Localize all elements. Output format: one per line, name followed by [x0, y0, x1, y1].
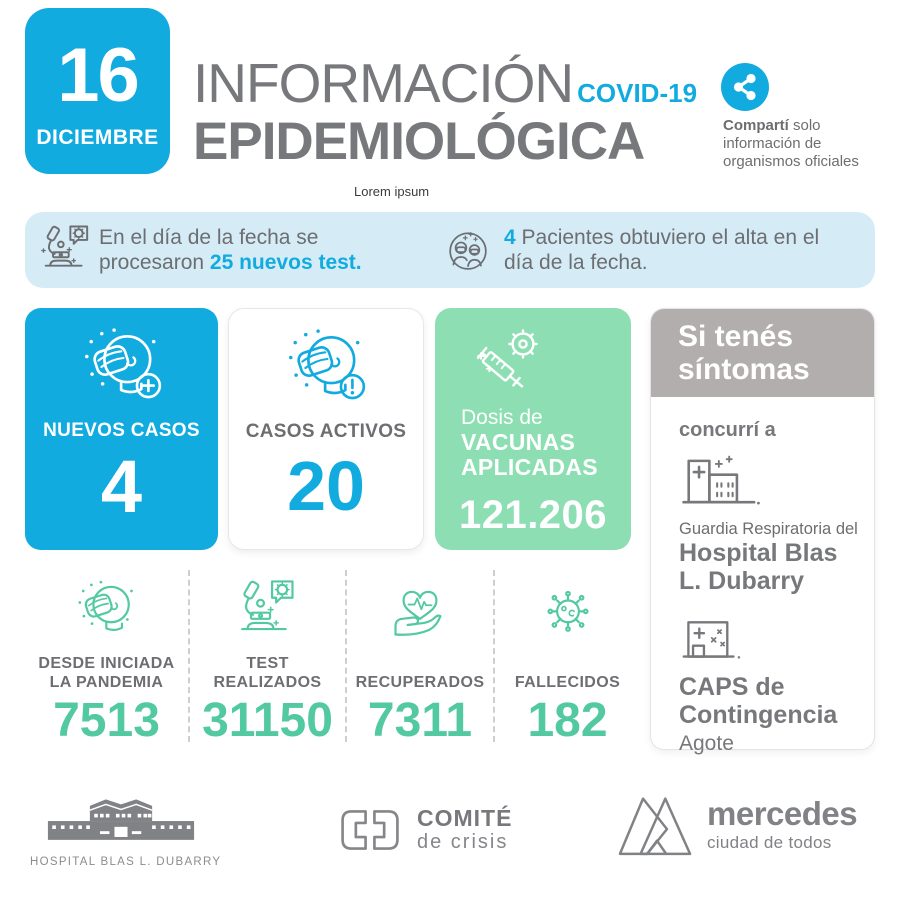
place1-name: Hospital Blas L. Dubarry — [679, 539, 838, 595]
place2-name: CAPS de Contingencia — [679, 673, 838, 729]
mercedes-logo-icon — [615, 792, 695, 858]
microscope-virus-icon — [190, 570, 345, 644]
symptoms-panel: Si tenés síntomas concurrí a Guardia Res… — [650, 308, 875, 755]
stat-value: 31150 — [202, 694, 333, 747]
stat-label: FALLECIDOS — [514, 674, 621, 691]
banner-text-altas: 4 Pacientes obtuviero el alta en el día … — [504, 225, 874, 275]
banner-left-highlight: 25 nuevos test. — [209, 251, 362, 274]
card-label: VACUNAS APLICADAS — [461, 429, 598, 481]
stat-recuperados: RECUPERADOS 7311 — [345, 570, 493, 747]
masked-head-alert-icon — [229, 309, 423, 413]
title-line2: EPIDEMIOLÓGICA — [193, 112, 645, 171]
stat-label: RECUPERADOS — [355, 674, 485, 691]
card-casos-activos: CASOS ACTIVOS 20 — [228, 308, 424, 550]
card-label: NUEVOS CASOS — [43, 420, 200, 441]
stat-label: TEST REALIZADOS — [213, 655, 322, 691]
stat-label: DESDE INICIADA LA PANDEMIA — [38, 655, 175, 691]
stat-value: 7513 — [53, 694, 160, 747]
caps-building-icon — [679, 613, 753, 669]
heart-hand-icon — [347, 570, 493, 644]
masked-head-icon — [25, 570, 188, 644]
daily-summary-banner: En el día de la fecha se procesaron 25 n… — [25, 212, 875, 288]
card-value-nuevos: 4 — [100, 445, 143, 528]
mercedes-line1: mercedes — [707, 795, 858, 832]
stat-value: 182 — [527, 694, 608, 747]
card-nuevos-casos: NUEVOS CASOS 4 — [25, 308, 218, 550]
stat-fallecidos: FALLECIDOS 182 — [493, 570, 640, 747]
banner-right-text: Pacientes obtuviero el alta en el día de… — [504, 226, 820, 274]
share-note-bold: Compartí — [723, 117, 789, 134]
card-value-activos: 20 — [287, 447, 365, 525]
virus-icon — [495, 570, 640, 644]
microscope-icon — [39, 222, 95, 278]
card-label: CASOS ACTIVOS — [245, 421, 407, 442]
mercedes-logo-text: mercedes ciudad de todos — [707, 795, 858, 853]
title-informacion: INFORMACIÓN — [193, 52, 574, 114]
date-day: 16 — [57, 33, 140, 118]
stat-test-realizados: TEST REALIZADOS 31150 — [188, 570, 345, 747]
symptoms-panel-title: Si tenés síntomas — [651, 309, 874, 397]
comite-line2: de crisis — [417, 831, 509, 854]
share-icon — [721, 63, 769, 111]
banner-text-tests: En el día de la fecha se procesaron 25 n… — [99, 225, 409, 275]
masked-head-plus-icon — [25, 308, 218, 412]
hospital-silhouette-logo — [45, 795, 197, 853]
hospital-logo-caption: HOSPITAL BLAS L. DUBARRY — [30, 856, 222, 868]
page-title: INFORMACIÓN COVID-19 EPIDEMIOLÓGICA — [193, 56, 697, 169]
banner-left-text: En el día de la fecha se procesaron — [99, 226, 319, 274]
banner-right-highlight: 4 — [504, 226, 516, 249]
symptoms-subtitle: concurrí a — [679, 419, 776, 441]
masked-people-icon — [441, 223, 495, 277]
hospital-building-icon — [679, 454, 763, 516]
date-month: DICIEMBRE — [36, 126, 159, 149]
place2-sub: Agote — [679, 732, 734, 755]
stat-value: 7311 — [367, 694, 473, 747]
watermark-text: Lorem ipsum — [354, 184, 430, 199]
card-vacunas-aplicadas: Dosis de VACUNAS APLICADAS 121.206 — [435, 308, 631, 550]
share-note-rest: solo información de organismos oficiales — [723, 117, 859, 170]
share-note: Compartí solo información de organismos … — [723, 117, 883, 171]
title-line1: INFORMACIÓN COVID-19 — [193, 56, 697, 111]
place2: CAPS de Contingencia Agote — [679, 613, 874, 756]
comite-logo-text: COMITÉ de crisis — [417, 805, 513, 854]
mercedes-line2: ciudad de todos — [707, 833, 832, 852]
comite-de-crisis-logo: COMITÉ de crisis — [338, 805, 513, 854]
date-box: 16 DICIEMBRE — [25, 8, 170, 174]
card-label-small: Dosis de — [461, 406, 543, 429]
comite-line1: COMITÉ — [417, 805, 513, 831]
symptoms-panel-body: concurrí a Guardia Respiratoria del Hosp… — [651, 397, 874, 756]
stat-desde-pandemia: DESDE INICIADA LA PANDEMIA 7513 — [25, 570, 188, 747]
stats-row: DESDE INICIADA LA PANDEMIA 7513 — [25, 570, 640, 747]
place1-line1: Guardia Respiratoria del — [679, 520, 858, 538]
mercedes-logo: mercedes ciudad de todos — [615, 792, 858, 858]
comite-logo-icon — [338, 807, 402, 853]
syringe-virus-icon — [435, 308, 631, 404]
title-covid-tag: COVID-19 — [577, 78, 698, 108]
card-value-vacunas: 121.206 — [458, 492, 608, 537]
